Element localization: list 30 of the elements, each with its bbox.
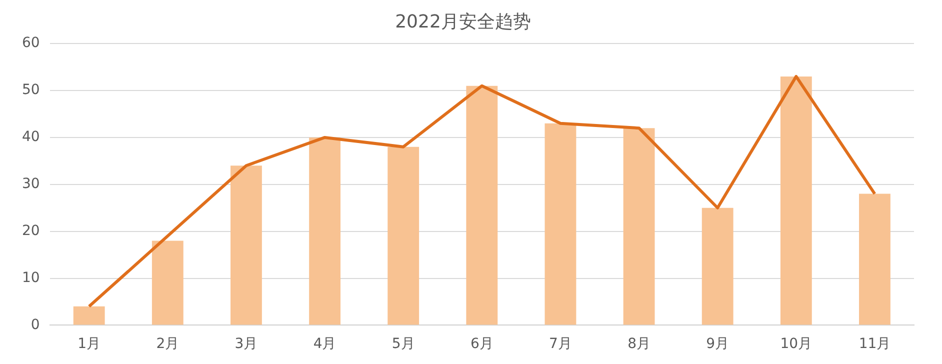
bar xyxy=(230,166,262,325)
bar xyxy=(780,76,812,325)
bar xyxy=(388,146,420,325)
bar xyxy=(152,240,184,325)
x-tick-label: 1月 xyxy=(78,336,101,352)
bar xyxy=(466,86,498,325)
y-tick-label: 60 xyxy=(22,35,40,52)
chart-title: 2022月安全趋势 xyxy=(395,11,531,32)
x-tick-label: 11月 xyxy=(858,336,891,352)
x-tick-label: 2月 xyxy=(156,336,180,352)
bar xyxy=(702,208,734,325)
bar xyxy=(73,306,105,325)
y-tick-label: 40 xyxy=(22,129,40,146)
x-tick-label: 5月 xyxy=(392,336,415,352)
y-tick-label: 10 xyxy=(22,270,40,286)
bar xyxy=(859,194,890,325)
x-tick-label: 3月 xyxy=(234,336,258,352)
bar xyxy=(309,137,340,325)
bar xyxy=(623,128,655,325)
x-tick-label: 8月 xyxy=(628,336,650,352)
y-tick-label: 30 xyxy=(22,176,40,192)
x-tick-label: 7月 xyxy=(549,336,572,352)
y-tick-label: 20 xyxy=(22,222,40,239)
x-tick-label: 6月 xyxy=(470,336,494,352)
bar xyxy=(544,123,576,325)
x-tick-label: 10月 xyxy=(780,336,812,352)
x-tick-label: 9月 xyxy=(706,336,730,352)
y-tick-label: 0 xyxy=(30,316,40,333)
y-tick-label: 50 xyxy=(22,82,40,98)
x-tick-label: 4月 xyxy=(313,336,336,352)
